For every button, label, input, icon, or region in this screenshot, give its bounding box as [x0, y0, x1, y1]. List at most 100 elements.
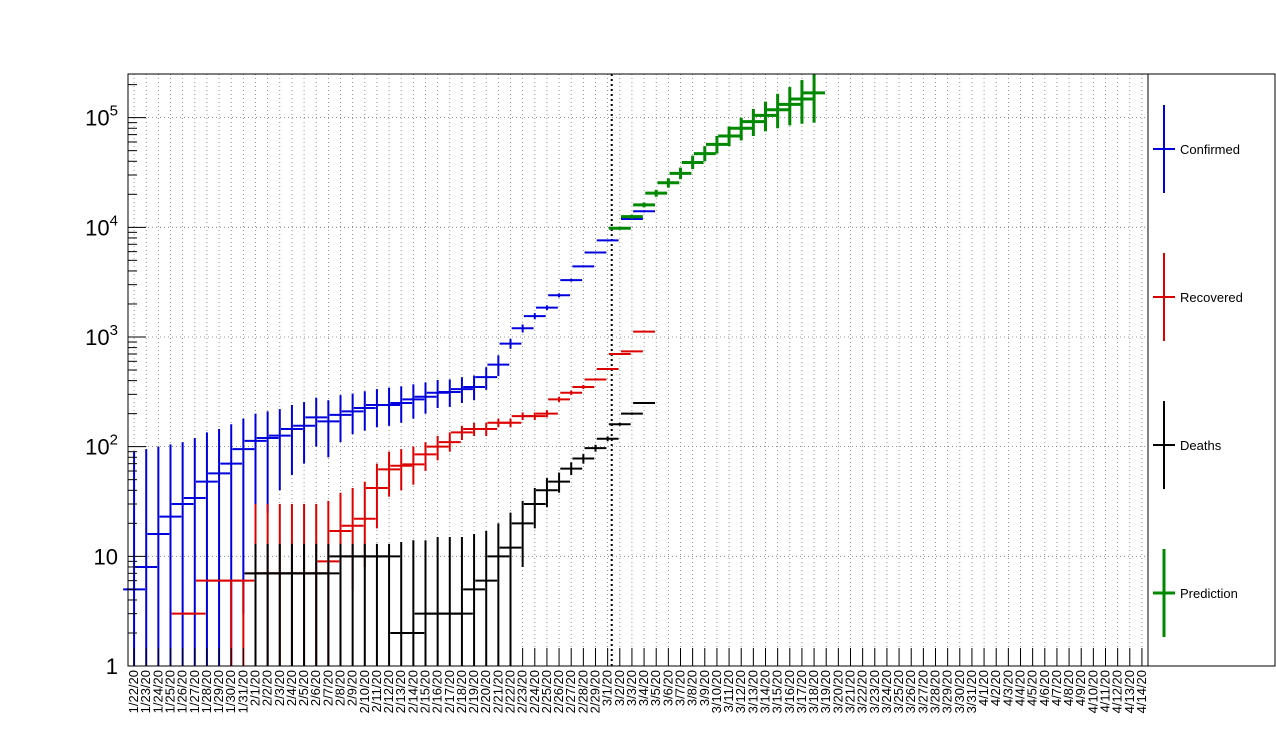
x-tick-label: 4/5/20	[1025, 670, 1040, 706]
x-tick-label: 3/3/20	[624, 670, 639, 706]
x-tick-label: 2/8/20	[333, 670, 348, 706]
x-tick-label: 2/26/20	[551, 670, 566, 713]
x-tick-label: 3/17/20	[794, 670, 809, 713]
x-tick-label: 4/14/20	[1134, 670, 1149, 713]
x-tick-label: 2/21/20	[490, 670, 505, 713]
x-tick-label: 2/23/20	[515, 670, 530, 713]
x-tick-label: 3/16/20	[782, 670, 797, 713]
x-tick-label: 2/20/20	[478, 670, 493, 713]
y-tick-label: 104	[85, 212, 118, 240]
x-tick-label: 3/4/20	[636, 670, 651, 706]
x-tick-label: 1/26/20	[175, 670, 190, 713]
legend-box	[1147, 73, 1276, 667]
y-tick-label: 103	[85, 322, 118, 350]
x-tick-label: 3/30/20	[952, 670, 967, 713]
x-tick-label: 4/13/20	[1122, 670, 1137, 713]
x-tick-label: 3/24/20	[879, 670, 894, 713]
x-tick-label: 3/14/20	[758, 670, 773, 713]
y-tick-label: 105	[85, 103, 118, 131]
x-tick-label: 3/21/20	[843, 670, 858, 713]
x-axis: 1/22/201/23/201/24/201/25/201/26/201/27/…	[126, 648, 1149, 713]
x-tick-label: 1/23/20	[138, 670, 153, 713]
x-tick-label: 3/2/20	[612, 670, 627, 706]
legend-entry-recovered: Recovered	[1153, 253, 1243, 341]
x-tick-label: 3/27/20	[915, 670, 930, 713]
x-tick-label: 2/10/20	[357, 670, 372, 713]
legend-label: Recovered	[1180, 290, 1243, 305]
x-tick-label: 1/27/20	[187, 670, 202, 713]
x-tick-label: 2/22/20	[503, 670, 518, 713]
series-prediction	[608, 74, 825, 230]
x-tick-label: 2/18/20	[454, 670, 469, 713]
x-tick-label: 2/7/20	[320, 670, 335, 706]
x-tick-label: 3/7/20	[673, 670, 688, 706]
x-tick-label: 3/9/20	[697, 670, 712, 706]
x-tick-label: 4/2/20	[988, 670, 1003, 706]
x-tick-label: 3/31/20	[964, 670, 979, 713]
x-tick-label: 4/6/20	[1037, 670, 1052, 706]
x-tick-label: 2/9/20	[345, 670, 360, 706]
x-tick-label: 1/30/20	[223, 670, 238, 713]
x-tick-label: 4/4/20	[1013, 670, 1028, 706]
grid	[128, 74, 1148, 667]
legend-entry-prediction: Prediction	[1153, 549, 1238, 637]
legend-entry-deaths: Deaths	[1153, 401, 1222, 489]
y-tick-label: 102	[85, 432, 118, 460]
x-tick-label: 2/11/20	[369, 670, 384, 712]
x-tick-label: 3/25/20	[891, 670, 906, 713]
x-tick-label: 2/17/20	[442, 670, 457, 713]
x-tick-label: 2/29/20	[588, 670, 603, 713]
x-tick-label: 3/8/20	[685, 670, 700, 706]
x-tick-label: 3/13/20	[745, 670, 760, 713]
x-tick-label: 2/5/20	[296, 670, 311, 706]
y-axis: 1 10 102 103 104 105	[85, 84, 146, 679]
series-deaths	[244, 402, 655, 666]
x-tick-label: 3/22/20	[855, 670, 870, 713]
x-tick-label: 4/10/20	[1085, 670, 1100, 713]
x-tick-label: 4/3/20	[1000, 670, 1015, 706]
x-tick-label: 2/2/20	[260, 670, 275, 706]
x-tick-label: 3/29/20	[940, 670, 955, 713]
legend-entry-confirmed: Confirmed	[1153, 105, 1240, 193]
x-tick-label: 2/12/20	[381, 670, 396, 713]
x-tick-label: 1/24/20	[150, 670, 165, 713]
x-tick-label: 3/19/20	[818, 670, 833, 713]
legend-label: Confirmed	[1180, 142, 1240, 157]
x-tick-label: 4/12/20	[1110, 670, 1125, 713]
legend: Confirmed Recovered Deaths Prediction	[1147, 73, 1276, 667]
x-tick-label: 3/15/20	[770, 670, 785, 713]
x-tick-label: 2/3/20	[272, 670, 287, 706]
x-tick-label: 2/25/20	[539, 670, 554, 713]
x-tick-label: 3/18/20	[806, 670, 821, 713]
x-tick-label: 4/1/20	[976, 670, 991, 706]
x-tick-label: 2/13/20	[393, 670, 408, 713]
x-tick-label: 1/31/20	[235, 670, 250, 713]
x-tick-label: 3/11/20	[721, 670, 736, 712]
x-tick-label: 3/5/20	[648, 670, 663, 706]
x-tick-label: 2/16/20	[430, 670, 445, 713]
x-tick-label: 2/15/20	[418, 670, 433, 713]
legend-label: Prediction	[1180, 586, 1238, 601]
x-tick-label: 2/27/20	[563, 670, 578, 713]
x-tick-label: 4/11/20	[1098, 670, 1113, 712]
x-tick-label: 3/6/20	[660, 670, 675, 706]
x-tick-label: 1/28/20	[199, 670, 214, 713]
x-tick-label: 3/23/20	[867, 670, 882, 713]
x-tick-label: 3/26/20	[903, 670, 918, 713]
x-tick-label: 2/28/20	[575, 670, 590, 713]
x-tick-label: 1/25/20	[163, 670, 178, 713]
x-tick-label: 3/28/20	[928, 670, 943, 713]
series-confirmed	[123, 210, 655, 666]
x-tick-label: 1/29/20	[211, 670, 226, 713]
y-tick-label: 10	[94, 544, 118, 569]
x-tick-label: 3/20/20	[830, 670, 845, 713]
x-tick-label: 2/4/20	[284, 670, 299, 706]
x-tick-label: 4/7/20	[1049, 670, 1064, 706]
x-tick-label: 2/19/20	[466, 670, 481, 713]
y-tick-label: 1	[106, 654, 118, 679]
x-tick-label: 3/10/20	[709, 670, 724, 713]
legend-label: Deaths	[1180, 438, 1222, 453]
x-tick-label: 1/22/20	[126, 670, 141, 713]
